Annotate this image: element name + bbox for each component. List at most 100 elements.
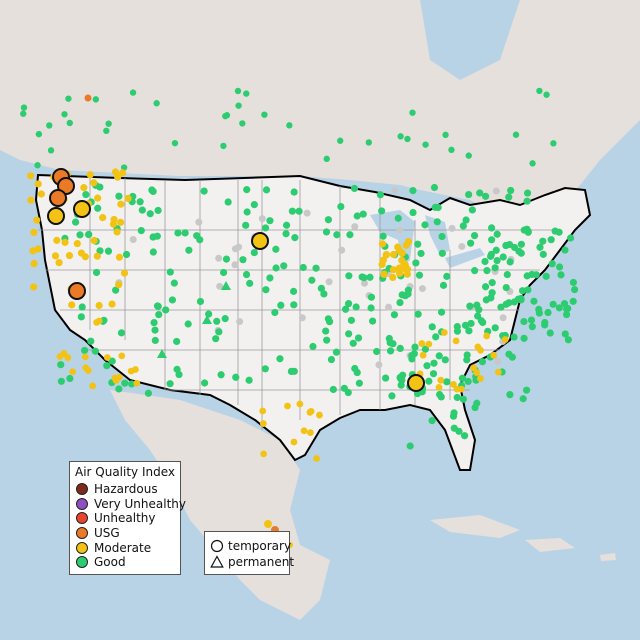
monitor-marker[interactable] [286, 122, 293, 129]
monitor-marker[interactable] [35, 130, 43, 138]
monitor-marker[interactable] [264, 520, 272, 528]
monitor-marker[interactable] [290, 438, 298, 446]
monitor-marker[interactable] [520, 334, 528, 342]
monitor-marker[interactable] [435, 352, 443, 360]
monitor-marker[interactable] [261, 224, 270, 232]
monitor-marker[interactable] [354, 334, 363, 342]
monitor-marker[interactable] [30, 259, 38, 268]
monitor-marker[interactable] [483, 267, 491, 275]
monitor-marker[interactable] [491, 324, 499, 332]
monitor-marker[interactable] [201, 379, 209, 387]
monitor-marker[interactable] [129, 236, 137, 244]
monitor-marker[interactable] [463, 356, 471, 364]
monitor-marker[interactable] [325, 278, 333, 286]
monitor-marker[interactable] [547, 236, 555, 244]
monitor-marker[interactable] [338, 246, 346, 254]
monitor-marker[interactable] [355, 379, 363, 387]
monitor-marker[interactable] [346, 231, 354, 239]
monitor-marker[interactable] [336, 137, 344, 144]
monitor-marker[interactable] [288, 207, 296, 215]
temporary-monitor-marker[interactable] [47, 207, 65, 225]
monitor-marker[interactable] [506, 258, 514, 266]
monitor-marker[interactable] [72, 218, 80, 226]
monitor-marker[interactable] [435, 383, 443, 391]
monitor-marker[interactable] [196, 236, 204, 244]
monitor-marker[interactable] [569, 297, 577, 305]
monitor-marker[interactable] [470, 231, 479, 240]
monitor-marker[interactable] [520, 226, 528, 234]
monitor-marker[interactable] [501, 336, 509, 343]
monitor-marker[interactable] [375, 361, 383, 369]
monitor-marker[interactable] [61, 111, 68, 118]
monitor-marker[interactable] [262, 286, 270, 294]
monitor-marker[interactable] [138, 206, 146, 214]
monitor-marker[interactable] [344, 388, 352, 397]
monitor-marker[interactable] [499, 314, 507, 322]
monitor-marker[interactable] [473, 369, 481, 377]
monitor-marker[interactable] [308, 276, 316, 284]
monitor-marker[interactable] [216, 282, 224, 290]
monitor-marker[interactable] [115, 253, 124, 261]
monitor-marker[interactable] [64, 354, 72, 361]
monitor-marker[interactable] [536, 243, 544, 251]
monitor-marker[interactable] [266, 274, 274, 282]
monitor-marker[interactable] [290, 301, 298, 309]
monitor-marker[interactable] [398, 249, 406, 257]
monitor-marker[interactable] [347, 316, 356, 324]
monitor-marker[interactable] [544, 308, 552, 317]
monitor-marker[interactable] [306, 429, 314, 437]
monitor-marker[interactable] [490, 351, 498, 359]
monitor-marker[interactable] [307, 407, 315, 415]
monitor-marker[interactable] [33, 216, 41, 224]
monitor-marker[interactable] [299, 263, 307, 272]
monitor-marker[interactable] [95, 301, 103, 310]
monitor-marker[interactable] [90, 236, 98, 245]
permanent-monitor-marker[interactable] [221, 281, 231, 290]
monitor-marker[interactable] [569, 278, 578, 287]
monitor-marker[interactable] [430, 359, 438, 367]
monitor-marker[interactable] [30, 283, 38, 291]
monitor-marker[interactable] [409, 186, 417, 195]
monitor-marker[interactable] [503, 270, 511, 279]
monitor-marker[interactable] [234, 87, 242, 95]
monitor-marker[interactable] [27, 172, 35, 180]
monitor-marker[interactable] [121, 379, 129, 387]
monitor-marker[interactable] [437, 393, 445, 401]
monitor-marker[interactable] [529, 160, 536, 167]
monitor-marker[interactable] [369, 317, 377, 325]
monitor-marker[interactable] [324, 315, 332, 323]
monitor-marker[interactable] [341, 305, 350, 313]
monitor-marker[interactable] [272, 264, 280, 272]
monitor-marker[interactable] [466, 302, 474, 310]
monitor-marker[interactable] [378, 207, 386, 215]
monitor-marker[interactable] [344, 300, 353, 308]
monitor-marker[interactable] [69, 368, 77, 376]
monitor-marker[interactable] [153, 302, 162, 310]
monitor-marker[interactable] [367, 304, 375, 312]
monitor-marker[interactable] [262, 186, 271, 194]
monitor-marker[interactable] [555, 228, 563, 236]
monitor-marker[interactable] [250, 201, 258, 209]
monitor-marker[interactable] [221, 315, 229, 323]
monitor-marker[interactable] [333, 231, 341, 239]
monitor-marker[interactable] [419, 351, 427, 359]
monitor-marker[interactable] [166, 268, 174, 276]
monitor-marker[interactable] [492, 187, 500, 195]
monitor-marker[interactable] [242, 270, 251, 279]
monitor-marker[interactable] [77, 249, 86, 257]
monitor-marker[interactable] [166, 380, 174, 388]
monitor-marker[interactable] [174, 229, 182, 237]
monitor-marker[interactable] [120, 269, 129, 277]
temporary-monitor-marker[interactable] [407, 374, 425, 392]
monitor-marker[interactable] [543, 91, 550, 98]
monitor-marker[interactable] [493, 230, 501, 238]
monitor-marker[interactable] [438, 232, 446, 241]
monitor-marker[interactable] [313, 455, 321, 462]
permanent-monitor-marker[interactable] [202, 315, 212, 324]
monitor-marker[interactable] [324, 216, 333, 224]
monitor-marker[interactable] [222, 255, 231, 263]
monitor-marker[interactable] [345, 272, 353, 280]
monitor-marker[interactable] [455, 427, 463, 435]
monitor-marker[interactable] [394, 214, 402, 222]
monitor-marker[interactable] [505, 193, 513, 201]
